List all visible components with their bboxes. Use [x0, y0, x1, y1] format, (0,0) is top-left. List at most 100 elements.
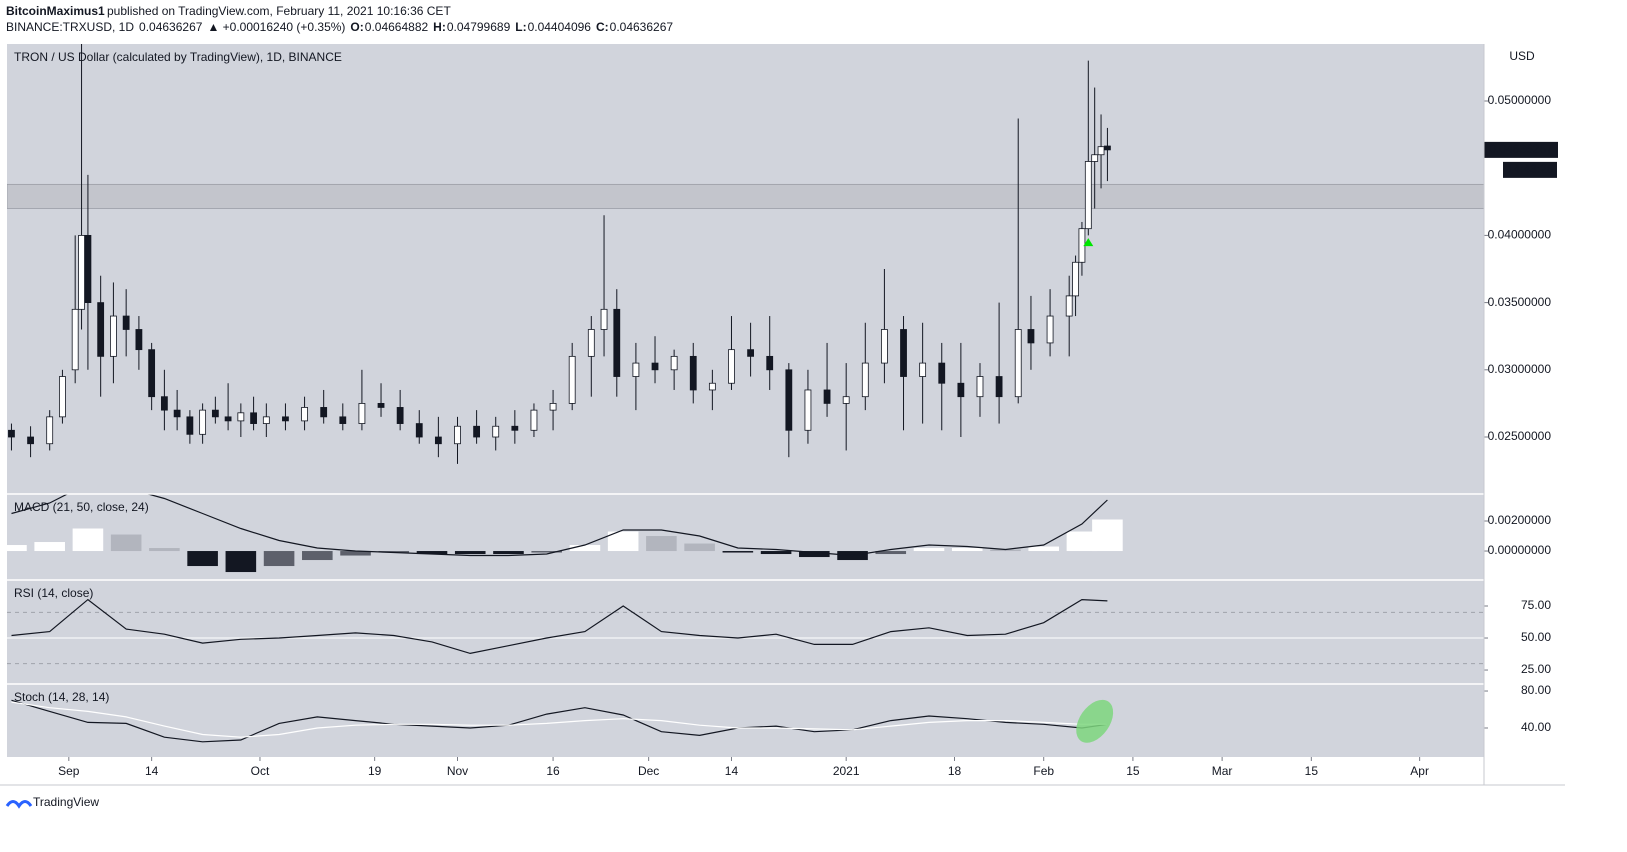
histogram-bar [225, 551, 257, 573]
x-tick-label: 14 [725, 764, 739, 778]
countdown: 14:43:26 [1507, 162, 1554, 176]
brand-logo [5, 800, 33, 809]
candle-body [587, 329, 595, 357]
signal-arrow [1083, 238, 1094, 247]
y-tick-label: 0.04000000 [1488, 228, 1552, 242]
header-text: 0.04664882 [365, 20, 429, 34]
candle-body [59, 376, 66, 418]
candle-body [689, 355, 697, 391]
candle-body [670, 355, 678, 371]
indicator-line [11, 701, 1108, 738]
candle-body [1104, 145, 1111, 151]
candle-body [1072, 261, 1079, 297]
pane [7, 44, 1484, 464]
candle-body [1027, 329, 1035, 344]
x-tick-label: Mar [1212, 764, 1233, 778]
histogram-bar [569, 545, 601, 552]
y-tick-label: 0.03500000 [1488, 295, 1552, 309]
candle-body [976, 376, 984, 398]
x-tick-label: 14 [145, 764, 159, 778]
candle-body [600, 308, 608, 330]
candle-body [358, 403, 366, 424]
y-tick-label: 0.02500000 [1488, 429, 1552, 443]
candle-body [301, 407, 308, 422]
x-tick-label: 18 [948, 764, 962, 778]
histogram-bar [951, 548, 983, 552]
pane-title: RSI (14, close) [14, 586, 93, 600]
candle-body [957, 382, 965, 398]
header-text: 0.04404096 [528, 20, 592, 34]
y-tick-label: 0.05000000 [1488, 93, 1552, 107]
histogram-bar [913, 548, 945, 552]
header-text: ▲ +0.00016240 (+0.35%) [207, 20, 345, 34]
y-tick-label: 40.00 [1521, 720, 1551, 734]
countdown-bg [1503, 161, 1557, 178]
histogram-bar [7, 545, 27, 552]
candle-body [211, 409, 219, 418]
macd-line [11, 494, 1108, 557]
candle-body [1014, 329, 1022, 398]
candle-body [8, 429, 15, 438]
histogram-bar [72, 528, 104, 552]
candle-body [1046, 315, 1054, 344]
y-tick-label: 75.00 [1521, 598, 1551, 612]
histogram-bar [607, 531, 639, 552]
header-text: 0.04799689 [447, 20, 511, 34]
brand: TradingView [33, 795, 99, 809]
candle-body [473, 425, 481, 438]
candle-body [842, 396, 850, 404]
resistance-zone [7, 183, 1484, 209]
x-tick-label: Oct [251, 764, 270, 778]
candle-body [1065, 295, 1073, 317]
candle-body [97, 302, 105, 357]
y-tick-label: 25.00 [1521, 662, 1551, 676]
pane [11, 699, 1114, 743]
candle-body [282, 416, 289, 422]
ohlc-label: L: [515, 20, 526, 34]
x-tick-label: 16 [546, 764, 560, 778]
candle-body [237, 412, 245, 422]
candle-body [78, 234, 85, 310]
x-tick-label: Dec [638, 764, 659, 778]
ohlc-label: C: [596, 20, 609, 34]
candle-body [747, 349, 754, 357]
candle-body [84, 234, 92, 304]
candle-body [454, 425, 461, 445]
header-text: 0.04636267 [139, 20, 203, 34]
pane-title: MACD (21, 50, close, 24) [14, 500, 149, 514]
histogram-bar [531, 551, 562, 553]
candle-body [861, 362, 869, 398]
y-tick-label: 0.00000000 [1488, 543, 1552, 557]
histogram-bar [875, 551, 907, 555]
indicator-line [11, 598, 1108, 655]
candle-body [632, 362, 640, 377]
histogram-bar [149, 548, 180, 552]
candle-body [881, 329, 888, 364]
candle-body [1097, 146, 1105, 156]
symbol-line: BINANCE:TRXUSD, 1D 0.04636267 ▲ +0.0001624… [6, 20, 673, 34]
candle-body [377, 403, 385, 408]
candle-body [651, 362, 659, 371]
candle-body [728, 349, 735, 384]
x-tick-label: Apr [1410, 764, 1429, 778]
candle-body [135, 329, 143, 351]
pane [7, 494, 1123, 573]
candle-body [339, 416, 347, 424]
histogram-bar [454, 551, 486, 555]
candle-body [27, 436, 34, 445]
pane [7, 598, 1484, 665]
candle-body [262, 416, 270, 424]
candle-body [186, 416, 194, 435]
histogram-bar [646, 536, 677, 552]
histogram-bar [799, 551, 830, 558]
x-tick-label: 19 [368, 764, 382, 778]
x-tick-label: 2021 [833, 764, 860, 778]
candle-body [549, 403, 557, 411]
published: published on TradingView.com, February 1… [107, 4, 451, 18]
candle-body [804, 389, 812, 431]
histogram-bar [302, 551, 333, 561]
candle-body [396, 407, 404, 424]
pane-title: TRON / US Dollar (calculated by TradingV… [14, 50, 342, 64]
pane-title: Stoch (14, 28, 14) [14, 690, 109, 704]
